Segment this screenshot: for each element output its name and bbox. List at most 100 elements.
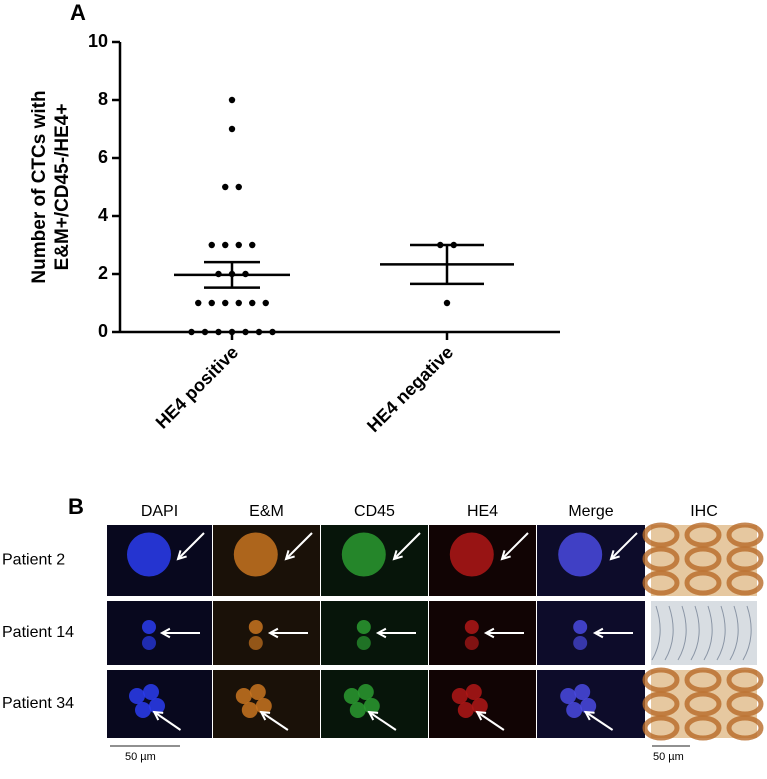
arrow xyxy=(285,532,313,560)
arrow xyxy=(610,532,638,560)
error-bar xyxy=(410,243,484,286)
cell xyxy=(233,532,278,577)
micrograph xyxy=(651,525,757,596)
cell xyxy=(142,620,156,634)
arrow-head xyxy=(392,550,403,561)
cell xyxy=(356,636,371,650)
arrow xyxy=(393,532,421,560)
data-point xyxy=(242,328,249,336)
arrow-head xyxy=(259,710,271,721)
y-tick-label: 6 xyxy=(98,147,108,167)
row-label: Patient 14 xyxy=(2,624,74,641)
arrow-head xyxy=(367,710,379,721)
arrow-head xyxy=(500,550,511,561)
arrow xyxy=(501,532,529,560)
column-header: DAPI xyxy=(141,503,178,520)
cell xyxy=(363,698,380,714)
micrograph xyxy=(651,601,757,665)
cell xyxy=(129,688,145,704)
data-point xyxy=(222,241,229,249)
tissue xyxy=(642,667,680,693)
cell xyxy=(558,532,603,577)
y-tick-label: 10 xyxy=(88,31,108,51)
arrow xyxy=(476,711,505,731)
tissue xyxy=(726,691,764,717)
arrow xyxy=(368,711,397,731)
arrow xyxy=(585,711,614,731)
error-bar xyxy=(204,260,260,289)
tissue xyxy=(642,570,680,596)
tissue xyxy=(642,546,680,572)
arrow-head xyxy=(475,710,487,721)
cell xyxy=(341,532,386,577)
tissue xyxy=(684,691,722,717)
cell xyxy=(464,620,479,634)
cell xyxy=(451,688,468,704)
y-tick-label: 8 xyxy=(98,89,108,109)
tissue xyxy=(690,605,700,661)
arrow-head xyxy=(152,710,164,721)
cell xyxy=(357,684,374,700)
panel-label: A xyxy=(70,0,86,25)
row-label: Patient 34 xyxy=(2,695,74,712)
arrow-head xyxy=(284,550,295,561)
cell xyxy=(248,636,263,650)
data-point xyxy=(222,183,229,191)
column-header: E&M xyxy=(249,503,284,520)
cell xyxy=(255,698,272,714)
cell xyxy=(149,698,165,714)
scale-bar-label: 50 µm xyxy=(125,751,156,763)
cell xyxy=(449,532,494,577)
cell xyxy=(135,702,151,718)
micrograph xyxy=(651,670,757,738)
column-header: Merge xyxy=(568,503,613,520)
data-point xyxy=(215,328,222,336)
cell xyxy=(560,688,577,704)
tissue xyxy=(664,605,674,661)
cell xyxy=(465,684,482,700)
cell xyxy=(349,702,366,718)
tissue xyxy=(684,570,722,596)
data-point xyxy=(228,328,236,336)
data-point xyxy=(228,125,236,133)
cell xyxy=(580,698,597,714)
tissue xyxy=(651,605,661,661)
data-point xyxy=(235,299,242,307)
arrow-head xyxy=(375,627,387,639)
data-point xyxy=(188,328,195,336)
arrow-head xyxy=(583,710,595,721)
cell xyxy=(471,698,488,714)
y-axis-label: E&M+/CD45-/HE4+ xyxy=(52,104,73,271)
arrow-head xyxy=(609,550,620,561)
arrow-head xyxy=(176,550,187,561)
cell xyxy=(248,620,263,634)
x-tick-label: HE4 positive xyxy=(152,342,243,433)
scale-bar-label: 50 µm xyxy=(653,751,684,763)
arrow xyxy=(177,532,205,560)
arrow-head xyxy=(159,627,171,639)
cell xyxy=(143,684,159,700)
tissue xyxy=(684,546,722,572)
column-header: HE4 xyxy=(467,503,498,520)
data-point xyxy=(262,299,269,307)
cell xyxy=(457,702,474,718)
tissue xyxy=(677,605,687,661)
arrow-head xyxy=(267,627,279,639)
tissue xyxy=(726,570,764,596)
tissue xyxy=(642,691,680,717)
data-point xyxy=(235,183,242,191)
cell xyxy=(235,688,252,704)
cell xyxy=(574,684,591,700)
tissue xyxy=(729,605,739,661)
cell xyxy=(464,636,479,650)
data-point xyxy=(235,241,242,249)
tissue xyxy=(726,667,764,693)
arrow-head xyxy=(592,627,604,639)
tissue xyxy=(642,522,680,548)
y-tick-label: 2 xyxy=(98,263,108,283)
tissue xyxy=(684,667,722,693)
data-point xyxy=(228,96,236,104)
cell xyxy=(356,620,371,634)
arrow xyxy=(260,711,289,731)
